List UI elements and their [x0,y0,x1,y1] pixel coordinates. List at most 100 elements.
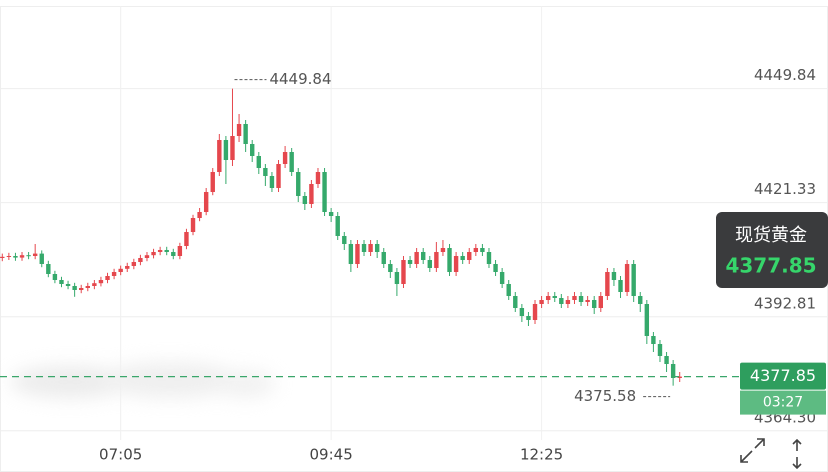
candle-body [6,256,12,257]
candle-body [578,296,584,302]
x-tick-label: 07:05 [99,446,142,464]
candle-body [171,252,176,256]
candle-body [0,256,5,258]
x-tick-label: 12:25 [520,446,563,464]
candle-body [256,156,261,168]
candle-body [374,244,380,252]
countdown-tag [740,390,826,415]
candle-body [519,308,525,316]
candle-body [565,300,571,304]
candle-body [309,184,314,204]
candle-body [559,298,564,304]
candle-body [118,268,123,272]
candle-body [467,252,472,260]
candle-body [72,286,77,290]
candle-body [434,252,439,268]
candle-body [355,244,360,264]
candle-body [677,376,682,378]
min-marker-label: 4375.58 [574,387,636,405]
candle-body [322,172,327,212]
candle-body [545,296,551,300]
candle-body [125,266,130,269]
candle-body [539,300,544,304]
y-tick-label: 4392.81 [754,294,816,312]
candle-body [32,253,38,256]
candle-body [342,236,347,244]
candle-body [296,172,301,196]
candle-body [361,244,367,252]
candle-body [368,244,373,252]
candle-body [664,356,669,364]
candle-body [421,252,426,260]
candle-layer [0,88,682,386]
candle-body [440,248,446,252]
candle-body [381,252,386,264]
candle-body [585,300,590,302]
candle-body [19,255,25,258]
scale-icon[interactable] [792,438,802,470]
candle-body [263,168,268,176]
candle-body [407,260,413,264]
candle-body [59,280,64,284]
candle-body [276,164,281,188]
candle-body [592,300,597,308]
candle-body [401,260,406,284]
candle-body [532,304,538,320]
candle-body [138,258,143,262]
candle-body [499,272,505,284]
candle-body [289,152,294,172]
y-tick-label: 4449.84 [754,66,816,84]
price-tag [740,362,826,390]
candle-body [631,264,636,296]
candle-body [131,262,137,266]
candle-body [177,246,183,256]
candle-body [315,172,321,184]
candle-body [236,124,242,136]
candle-body [230,136,235,160]
candle-body [85,286,90,288]
candle-body [98,280,104,284]
candle-body [618,280,623,292]
candle-body [644,304,650,336]
candle-body [197,212,202,218]
candle-body [460,256,465,260]
candle-body [427,260,432,268]
countdown-label: 03:27 [763,395,803,411]
frame [0,6,828,472]
candle-body [611,272,617,280]
candle-body [190,218,196,232]
candle-body [447,248,452,272]
candle-body [414,252,419,264]
candle-body [513,296,518,308]
candle-body [65,284,71,286]
candle-body [144,255,150,258]
blurred-watermark [10,362,275,398]
grid-layer [0,6,828,440]
candle-body [184,232,189,246]
fullscreen-icon[interactable] [740,438,765,463]
candle-body [552,296,557,298]
candle-body [624,264,630,292]
candle-body [79,288,84,290]
candle-body [111,272,117,276]
candle-body [46,264,51,274]
candle-body [243,124,248,144]
candle-body [670,364,676,378]
candle-body [92,283,97,286]
candle-body [638,296,643,304]
candle-body [26,255,31,257]
candle-body [223,140,229,160]
candle-body [526,316,531,320]
candle-body [302,196,308,204]
candle-body [105,276,110,280]
max-marker-label: 4449.84 [269,70,331,88]
candle-body [282,152,288,164]
candle-body [217,140,222,172]
candle-body [651,336,656,344]
candle-body [473,248,479,252]
candle-body [164,250,169,252]
candle-body [269,176,275,188]
candle-body [493,264,498,272]
candle-body [598,296,603,308]
